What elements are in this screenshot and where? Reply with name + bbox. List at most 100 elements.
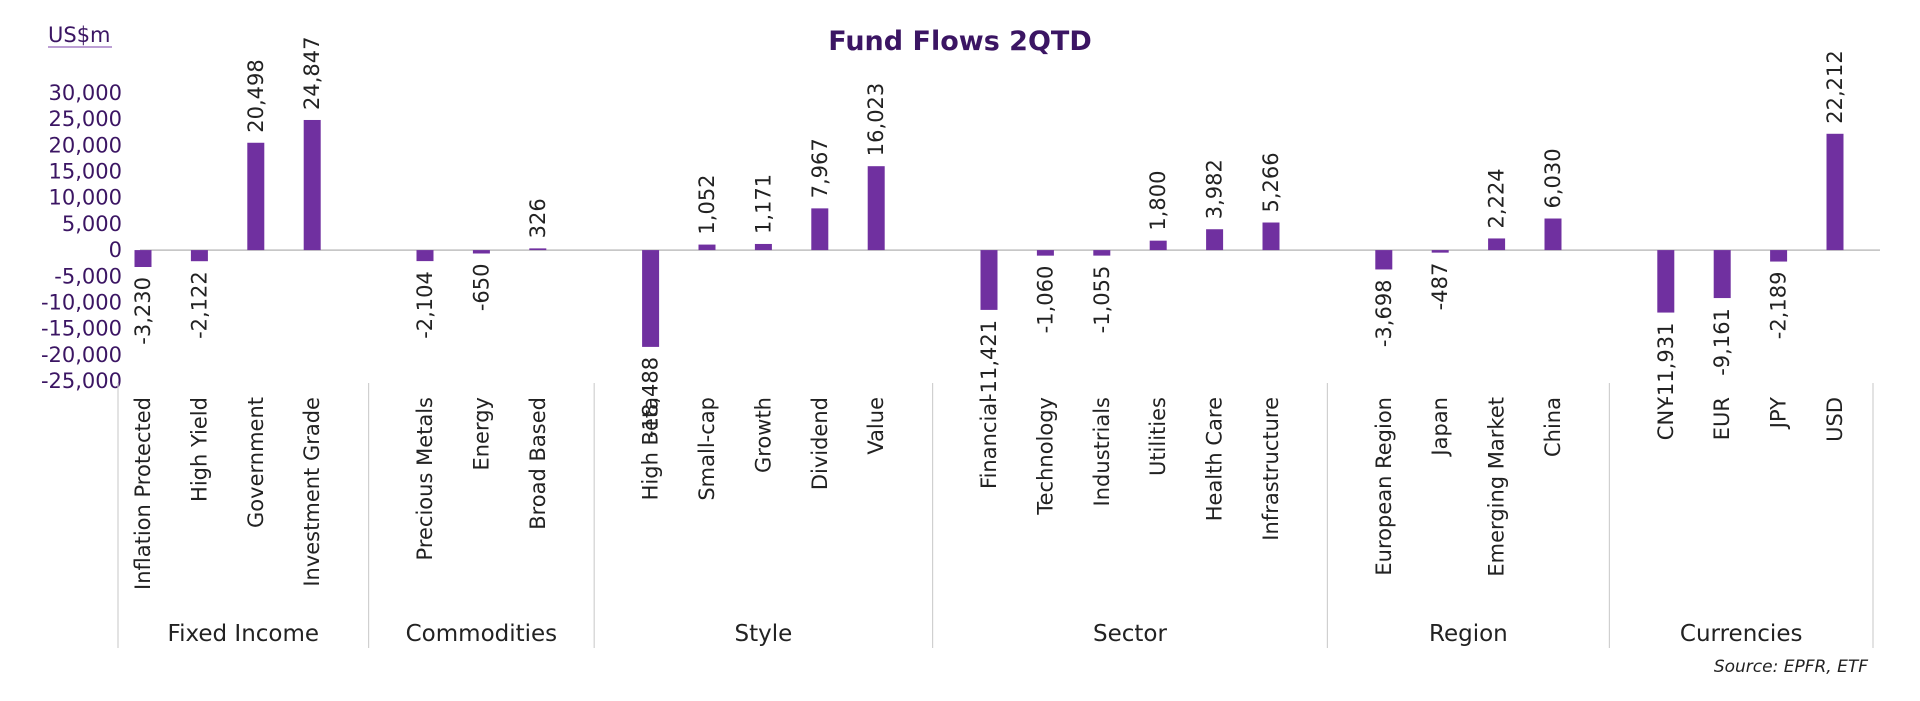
category-label-value: Value bbox=[864, 397, 888, 455]
source-note: Source: EPFR, ETF bbox=[1714, 657, 1868, 677]
category-label-infrastructure: Infrastructure bbox=[1259, 397, 1283, 541]
group-separators bbox=[117, 383, 1874, 648]
bar-growth bbox=[754, 243, 772, 251]
group-label-commodities: Commodities bbox=[406, 621, 558, 647]
bar-technology bbox=[1036, 250, 1054, 256]
group-labels: Fixed Income Commodities Style Sector Region… bbox=[168, 621, 1803, 647]
data-label-china: 6,030 bbox=[1541, 148, 1565, 208]
data-label-utilities: 1,800 bbox=[1146, 171, 1170, 231]
data-label-precious-metals: -2,104 bbox=[413, 271, 437, 339]
bar-eur bbox=[1713, 250, 1731, 299]
chart-title: Fund Flows 2QTD bbox=[828, 26, 1092, 57]
bar-investment-grade bbox=[303, 119, 321, 251]
category-label-high-beta: High Beta bbox=[639, 397, 663, 500]
category-label-utilities: Utilities bbox=[1146, 397, 1170, 476]
bar-high-beta bbox=[642, 250, 660, 347]
bar-usd bbox=[1826, 133, 1844, 251]
data-label-government: 20,498 bbox=[244, 59, 268, 132]
group-label-currencies: Currencies bbox=[1680, 621, 1803, 647]
bar-financial bbox=[980, 250, 998, 310]
data-label-european-region: -3,698 bbox=[1372, 279, 1396, 347]
data-label-jpy: -2,189 bbox=[1767, 272, 1791, 340]
y-tick-label: 10,000 bbox=[49, 186, 122, 210]
category-label-government: Government bbox=[244, 397, 268, 528]
y-tick-label: -5,000 bbox=[54, 264, 122, 288]
y-tick-label: -20,000 bbox=[41, 343, 122, 367]
y-tick-label: 5,000 bbox=[62, 212, 122, 236]
category-label-eur: EUR bbox=[1710, 397, 1734, 440]
bar-government bbox=[247, 142, 265, 251]
data-label-inflation-protected: -3,230 bbox=[131, 277, 155, 345]
category-label-small-cap: Small-cap bbox=[695, 397, 719, 501]
category-label-health-care: Health Care bbox=[1203, 397, 1227, 521]
unit-label: US$m bbox=[48, 23, 111, 47]
data-label-health-care: 3,982 bbox=[1203, 159, 1227, 219]
data-labels: -3,230 -2,122 20,498 24,847 -2,104 -650 326 -18… bbox=[131, 36, 1847, 437]
data-label-high-beta: -18,488 bbox=[639, 357, 663, 438]
y-tick-label: -25,000 bbox=[41, 369, 122, 393]
category-label-inflation-protected: Inflation Protected bbox=[131, 397, 155, 590]
group-label-fixed-income: Fixed Income bbox=[168, 621, 320, 647]
bar-broad-based bbox=[529, 248, 547, 251]
bar-jpy bbox=[1770, 250, 1788, 262]
bar-european-region bbox=[1375, 250, 1393, 270]
bar-precious-metals bbox=[416, 250, 434, 262]
bar-small-cap bbox=[698, 244, 716, 251]
bar-industrials bbox=[1093, 250, 1111, 256]
group-label-region: Region bbox=[1429, 621, 1508, 647]
category-label-technology: Technology bbox=[1033, 397, 1057, 516]
data-label-small-cap: 1,052 bbox=[695, 174, 719, 234]
category-label-investment-grade: Investment Grade bbox=[300, 397, 324, 587]
data-label-technology: -1,060 bbox=[1033, 266, 1057, 334]
category-label-broad-based: Broad Based bbox=[526, 397, 550, 530]
category-label-japan: Japan bbox=[1428, 397, 1452, 458]
bar-cny bbox=[1657, 250, 1675, 313]
data-label-emerging-market: 2,224 bbox=[1485, 168, 1509, 228]
category-label-growth: Growth bbox=[751, 397, 775, 473]
data-label-japan: -487 bbox=[1428, 263, 1452, 311]
category-label-emerging-market: Emerging Market bbox=[1485, 397, 1509, 577]
data-label-usd: 22,212 bbox=[1823, 50, 1847, 123]
data-label-high-yield: -2,122 bbox=[187, 271, 211, 339]
bar-japan bbox=[1431, 250, 1449, 253]
data-label-industrials: -1,055 bbox=[1090, 266, 1114, 334]
bar-dividend bbox=[811, 208, 829, 251]
y-tick-label: 15,000 bbox=[49, 160, 122, 184]
category-labels: Inflation Protected High Yield Government I… bbox=[131, 397, 1847, 590]
bar-energy bbox=[472, 250, 490, 254]
y-tick-label: -15,000 bbox=[41, 317, 122, 341]
data-label-broad-based: 326 bbox=[526, 198, 550, 238]
bar-health-care bbox=[1206, 229, 1224, 251]
bar-value bbox=[867, 166, 885, 251]
category-label-precious-metals: Precious Metals bbox=[413, 397, 437, 560]
data-label-infrastructure: 5,266 bbox=[1259, 152, 1283, 212]
category-label-industrials: Industrials bbox=[1090, 397, 1114, 506]
category-label-china: China bbox=[1541, 397, 1565, 457]
y-tick-label: -10,000 bbox=[41, 290, 122, 314]
data-label-dividend: 7,967 bbox=[808, 138, 832, 198]
bar-utilities bbox=[1149, 240, 1167, 251]
category-label-energy: Energy bbox=[469, 397, 493, 471]
data-label-eur: -9,161 bbox=[1710, 308, 1734, 376]
category-label-high-yield: High Yield bbox=[187, 397, 211, 502]
category-label-jpy: JPY bbox=[1767, 397, 1791, 430]
y-tick-label: 25,000 bbox=[49, 107, 122, 131]
data-label-financial: -11,421 bbox=[977, 320, 1001, 401]
bars bbox=[134, 119, 1844, 347]
data-label-energy: -650 bbox=[469, 263, 493, 311]
category-label-european-region: European Region bbox=[1372, 397, 1396, 576]
y-tick-label: 30,000 bbox=[49, 81, 122, 105]
group-label-style: Style bbox=[735, 621, 793, 647]
category-label-usd: USD bbox=[1823, 397, 1847, 442]
bar-infrastructure bbox=[1262, 222, 1280, 251]
bar-emerging-market bbox=[1488, 238, 1506, 251]
data-label-value: 16,023 bbox=[864, 83, 888, 156]
bar-inflation-protected bbox=[134, 250, 152, 268]
data-label-investment-grade: 24,847 bbox=[300, 36, 324, 109]
y-tick-label: 20,000 bbox=[49, 133, 122, 157]
category-label-cny: CNY bbox=[1654, 397, 1678, 440]
category-label-financial: Financial bbox=[977, 397, 1001, 489]
group-label-sector: Sector bbox=[1093, 621, 1167, 647]
